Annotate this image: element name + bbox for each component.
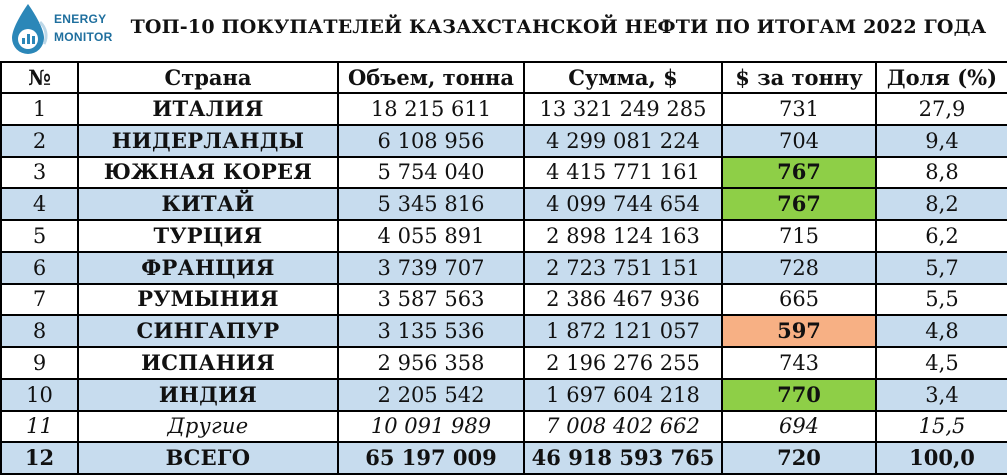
cell-number: 1	[0, 92, 79, 126]
header-price-per-ton: $ за тонну	[721, 61, 877, 94]
cell-amount: 2 898 124 163	[523, 219, 723, 253]
cell-price-per-ton: 694	[721, 409, 877, 444]
cell-volume: 4 055 891	[337, 219, 525, 253]
cell-volume: 65 197 009	[337, 441, 525, 475]
table-row: 9 ИСПАНИЯ 2 956 358 2 196 276 255 743 4,…	[0, 346, 1007, 380]
cell-share: 3,4	[875, 377, 1007, 412]
cell-share: 15,5	[875, 409, 1007, 444]
header-volume: Объем, тонна	[337, 61, 525, 94]
table-row: 1 ИТАЛИЯ 18 215 611 13 321 249 285 731 2…	[0, 92, 1007, 126]
cell-amount: 2 386 467 936	[523, 282, 723, 317]
cell-volume: 2 205 542	[337, 377, 525, 412]
logo-text-line2: MONITOR	[54, 30, 113, 44]
cell-country: НИДЕРЛАНДЫ	[77, 123, 339, 158]
cell-price-per-ton: 728	[721, 250, 877, 285]
cell-amount: 4 099 744 654	[523, 187, 723, 221]
table-row: 3 ЮЖНАЯ КОРЕЯ 5 754 040 4 415 771 161 76…	[0, 155, 1007, 190]
header-number: №	[0, 61, 79, 94]
cell-country: ТУРЦИЯ	[77, 219, 339, 253]
cell-number: 11	[0, 409, 79, 444]
cell-share: 8,8	[875, 155, 1007, 190]
cell-share: 8,2	[875, 187, 1007, 221]
cell-share: 4,5	[875, 346, 1007, 380]
table-header-row: № Страна Объем, тонна Сумма, $ $ за тонн…	[0, 61, 1007, 94]
cell-number: 4	[0, 187, 79, 221]
table-row-total: 12 ВСЕГО 65 197 009 46 918 593 765 720 1…	[0, 441, 1007, 475]
header-country: Страна	[77, 61, 339, 94]
cell-amount: 2 723 751 151	[523, 250, 723, 285]
cell-amount: 1 872 121 057	[523, 314, 723, 348]
table-row-other: 11 Другие 10 091 989 7 008 402 662 694 1…	[0, 409, 1007, 444]
cell-country: ФРАНЦИЯ	[77, 250, 339, 285]
cell-amount: 1 697 604 218	[523, 377, 723, 412]
cell-number: 10	[0, 377, 79, 412]
cell-volume: 10 091 989	[337, 409, 525, 444]
cell-share: 4,8	[875, 314, 1007, 348]
cell-country: КИТАЙ	[77, 187, 339, 221]
cell-number: 5	[0, 219, 79, 253]
cell-amount: 7 008 402 662	[523, 409, 723, 444]
cell-volume: 18 215 611	[337, 92, 525, 126]
cell-share: 100,0	[875, 441, 1007, 475]
cell-country: СИНГАПУР	[77, 314, 339, 348]
oil-drop-logo-icon	[12, 4, 48, 54]
cell-price-per-ton: 665	[721, 282, 877, 317]
cell-number: 2	[0, 123, 79, 158]
cell-volume: 3 587 563	[337, 282, 525, 317]
table-row: 10 ИНДИЯ 2 205 542 1 697 604 218 770 3,4	[0, 377, 1007, 412]
table-row: 5 ТУРЦИЯ 4 055 891 2 898 124 163 715 6,2	[0, 219, 1007, 253]
cell-price-per-ton: 767	[721, 187, 877, 221]
cell-share: 27,9	[875, 92, 1007, 126]
cell-number: 8	[0, 314, 79, 348]
cell-country: ВСЕГО	[77, 441, 339, 475]
cell-volume: 6 108 956	[337, 123, 525, 158]
cell-country: РУМЫНИЯ	[77, 282, 339, 317]
cell-price-per-ton: 720	[721, 441, 877, 475]
cell-number: 9	[0, 346, 79, 380]
header: ENERGY MONITOR ТОП-10 ПОКУПАТЕЛЕЙ КАЗАХС…	[0, 0, 1007, 60]
cell-volume: 5 754 040	[337, 155, 525, 190]
cell-amount: 4 415 771 161	[523, 155, 723, 190]
cell-volume: 2 956 358	[337, 346, 525, 380]
cell-number: 6	[0, 250, 79, 285]
cell-country: ИСПАНИЯ	[77, 346, 339, 380]
logo-text-line1: ENERGY	[54, 12, 107, 26]
cell-price-per-ton: 770	[721, 377, 877, 412]
table-row: 7 РУМЫНИЯ 3 587 563 2 386 467 936 665 5,…	[0, 282, 1007, 317]
cell-volume: 3 135 536	[337, 314, 525, 348]
buyers-table: № Страна Объем, тонна Сумма, $ $ за тонн…	[0, 61, 1007, 475]
cell-amount: 46 918 593 765	[523, 441, 723, 475]
cell-amount: 4 299 081 224	[523, 123, 723, 158]
cell-price-per-ton: 597	[721, 314, 877, 348]
table-row: 6 ФРАНЦИЯ 3 739 707 2 723 751 151 728 5,…	[0, 250, 1007, 285]
cell-amount: 2 196 276 255	[523, 346, 723, 380]
cell-volume: 3 739 707	[337, 250, 525, 285]
cell-country: Другие	[77, 409, 339, 444]
cell-country: ИНДИЯ	[77, 377, 339, 412]
table-row: 8 СИНГАПУР 3 135 536 1 872 121 057 597 4…	[0, 314, 1007, 348]
energy-monitor-logo: ENERGY MONITOR	[6, 2, 116, 58]
header-amount: Сумма, $	[523, 61, 723, 94]
cell-amount: 13 321 249 285	[523, 92, 723, 126]
cell-number: 3	[0, 155, 79, 190]
cell-country: ИТАЛИЯ	[77, 92, 339, 126]
cell-share: 6,2	[875, 219, 1007, 253]
cell-share: 9,4	[875, 123, 1007, 158]
cell-price-per-ton: 743	[721, 346, 877, 380]
cell-price-per-ton: 704	[721, 123, 877, 158]
table-row: 4 КИТАЙ 5 345 816 4 099 744 654 767 8,2	[0, 187, 1007, 221]
cell-country: ЮЖНАЯ КОРЕЯ	[77, 155, 339, 190]
page-title: ТОП-10 ПОКУПАТЕЛЕЙ КАЗАХСТАНСКОЙ НЕФТИ П…	[130, 16, 987, 38]
cell-share: 5,5	[875, 282, 1007, 317]
table-row: 2 НИДЕРЛАНДЫ 6 108 956 4 299 081 224 704…	[0, 123, 1007, 158]
cell-price-per-ton: 767	[721, 155, 877, 190]
cell-price-per-ton: 715	[721, 219, 877, 253]
header-share: Доля (%)	[875, 61, 1007, 94]
cell-number: 7	[0, 282, 79, 317]
cell-volume: 5 345 816	[337, 187, 525, 221]
cell-price-per-ton: 731	[721, 92, 877, 126]
cell-number: 12	[0, 441, 79, 475]
cell-share: 5,7	[875, 250, 1007, 285]
